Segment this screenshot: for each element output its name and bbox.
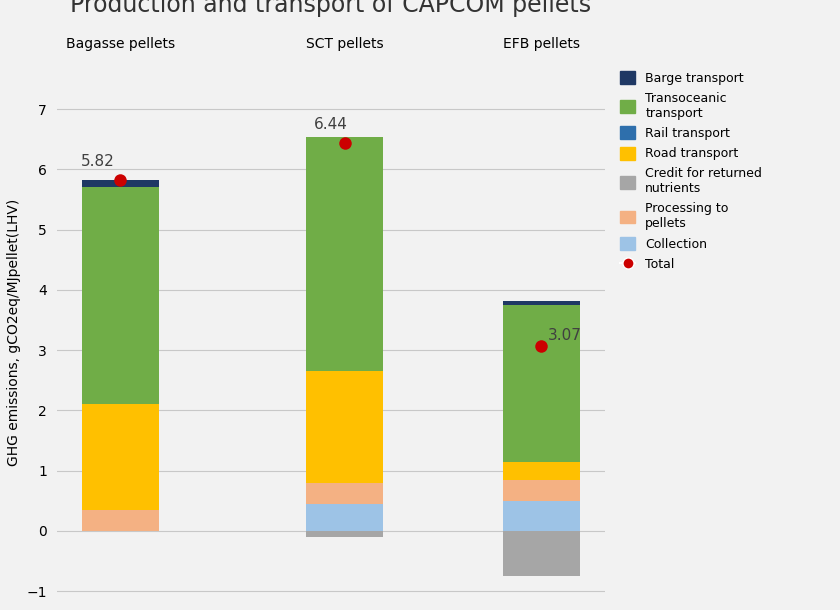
Legend: Barge transport, Transoceanic
transport, Rail transport, Road transport, Credit : Barge transport, Transoceanic transport,… <box>617 67 766 275</box>
Bar <box>81 510 159 531</box>
Bar <box>81 187 159 404</box>
Text: 3.07: 3.07 <box>549 328 582 343</box>
Bar <box>307 137 383 371</box>
Bar <box>502 301 580 305</box>
Bar <box>81 180 159 187</box>
Bar <box>307 483 383 504</box>
Bar <box>502 501 580 531</box>
Y-axis label: GHG emissions, gCO2eq/MJpellet(LHV): GHG emissions, gCO2eq/MJpellet(LHV) <box>7 198 21 465</box>
Text: 5.82: 5.82 <box>81 154 115 170</box>
Bar <box>307 504 383 531</box>
Bar <box>502 479 580 501</box>
Bar <box>307 371 383 483</box>
Bar <box>307 531 383 537</box>
Bar <box>502 531 580 576</box>
Bar <box>502 462 580 479</box>
Text: 6.44: 6.44 <box>314 117 348 132</box>
Bar <box>81 404 159 510</box>
Title: Production and transport of CAPCOM pellets: Production and transport of CAPCOM pelle… <box>71 0 591 18</box>
Bar <box>502 305 580 462</box>
